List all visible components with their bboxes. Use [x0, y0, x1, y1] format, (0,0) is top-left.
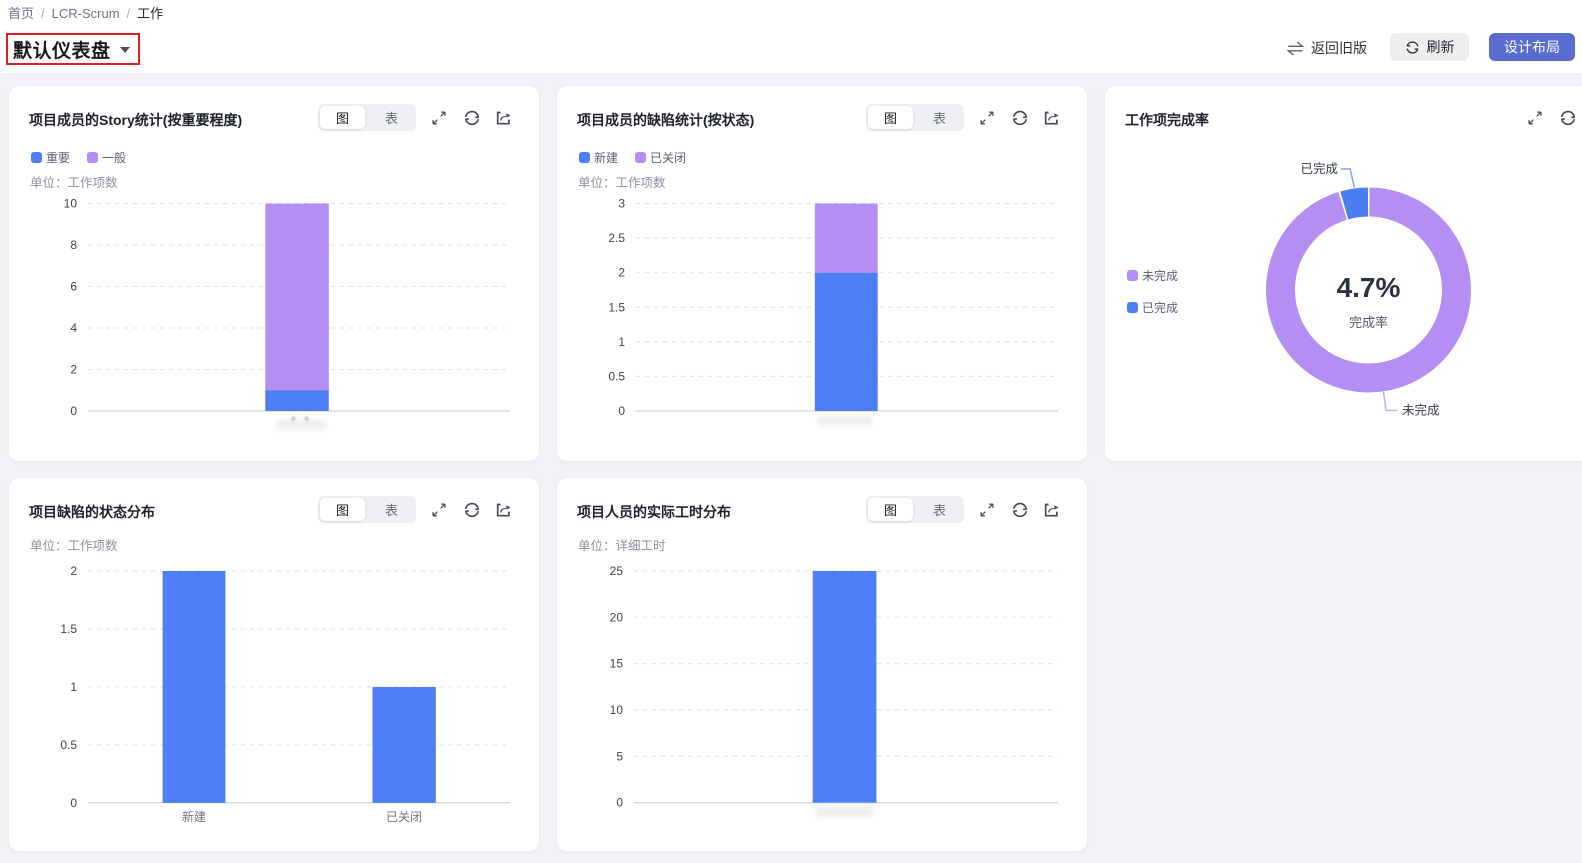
svg-text:25: 25	[610, 564, 624, 578]
svg-text:未完成: 未完成	[1402, 403, 1440, 418]
svg-text:4: 4	[70, 321, 77, 335]
svg-text:1.5: 1.5	[608, 300, 625, 314]
svg-text:5: 5	[616, 749, 623, 763]
svg-text:10: 10	[610, 703, 624, 717]
svg-text:1.5: 1.5	[60, 622, 77, 636]
svg-text:2: 2	[618, 266, 625, 280]
svg-text:2.5: 2.5	[608, 231, 625, 245]
svg-text:0: 0	[616, 796, 623, 810]
svg-text:2: 2	[70, 564, 77, 578]
svg-text:新建: 新建	[182, 809, 206, 824]
svg-text:0: 0	[70, 404, 77, 418]
svg-text:1: 1	[618, 335, 625, 349]
svg-text:0: 0	[618, 404, 625, 418]
svg-text:已关闭: 已关闭	[386, 810, 422, 824]
svg-text:0.5: 0.5	[608, 369, 625, 383]
svg-text:8: 8	[70, 238, 77, 252]
svg-text:15: 15	[610, 657, 624, 671]
svg-text:已完成: 已完成	[1300, 161, 1338, 176]
svg-text:6: 6	[70, 280, 77, 294]
svg-text:0.5: 0.5	[60, 738, 77, 752]
svg-text:20: 20	[610, 610, 624, 624]
svg-text:1: 1	[70, 680, 77, 694]
svg-text:0: 0	[70, 796, 77, 810]
svg-text:2: 2	[70, 363, 77, 377]
svg-text:完成率: 完成率	[1349, 315, 1388, 330]
svg-text:4.7%: 4.7%	[1337, 272, 1401, 303]
svg-text:3: 3	[618, 197, 625, 211]
svg-text:10: 10	[64, 197, 78, 211]
